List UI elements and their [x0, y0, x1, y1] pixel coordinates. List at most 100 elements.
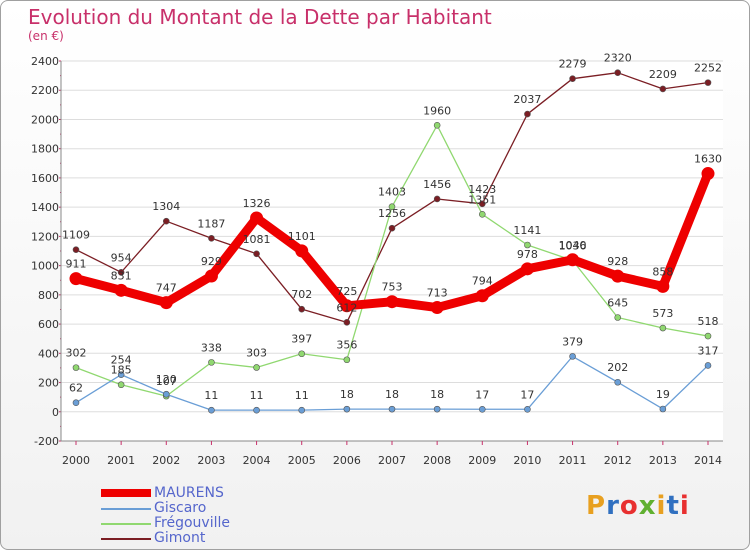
x-tick-label: 2013	[649, 454, 677, 467]
y-tick-label: 1000	[31, 260, 59, 273]
legend-label-fregouville: Frégouville	[154, 515, 230, 531]
data-point	[524, 241, 531, 249]
data-label: 338	[201, 341, 222, 354]
data-label: 2320	[604, 52, 632, 65]
data-label: 747	[156, 282, 177, 295]
data-label: 645	[607, 297, 628, 310]
data-label: 1101	[288, 230, 316, 243]
data-point	[298, 305, 306, 313]
data-point	[388, 405, 396, 413]
legend-swatch-fregouville	[101, 523, 151, 525]
x-tick-label: 2009	[468, 454, 496, 467]
data-label: 713	[427, 287, 448, 300]
data-point	[433, 195, 441, 203]
data-point	[117, 269, 125, 276]
x-tick-label: 2000	[62, 454, 90, 467]
data-label: 317	[698, 344, 719, 357]
data-label: 62	[69, 382, 83, 395]
data-point	[433, 405, 441, 413]
data-label: 612	[336, 301, 357, 314]
data-label: 1456	[423, 178, 451, 191]
data-point	[72, 364, 80, 371]
data-label: 18	[430, 388, 444, 401]
data-label: 1630	[694, 153, 722, 166]
chart-unit: (en €)	[28, 29, 64, 43]
data-label: 573	[652, 307, 673, 320]
logo-letter: r	[606, 491, 620, 521]
data-point	[614, 378, 622, 386]
y-tick-label: 800	[38, 289, 59, 302]
data-label: 18	[340, 388, 354, 401]
data-point	[343, 356, 351, 364]
logo-letter: x	[638, 491, 657, 521]
data-label: 17	[520, 388, 534, 401]
x-tick-label: 2014	[694, 454, 722, 467]
legend-label-maurens: MAURENS	[154, 485, 224, 501]
data-point	[569, 75, 576, 82]
legend-label-gimont: Gimont	[154, 530, 206, 546]
data-label: 1403	[378, 186, 406, 199]
x-tick-label: 2007	[378, 454, 406, 467]
data-point	[159, 296, 173, 310]
data-point	[704, 79, 712, 86]
data-point	[659, 324, 667, 332]
data-point	[566, 253, 580, 267]
data-label: 397	[291, 333, 312, 346]
data-point	[253, 250, 260, 258]
data-label: 518	[698, 315, 719, 328]
plot-area	[61, 61, 723, 441]
logo-letter: t	[666, 491, 680, 521]
proxiti-logo: Proxiti	[586, 491, 690, 521]
data-label: 202	[607, 361, 628, 374]
y-tick-label: 2400	[31, 55, 59, 68]
data-point	[614, 314, 622, 321]
data-label: 11	[295, 389, 309, 402]
data-label: 302	[66, 347, 87, 360]
data-point	[478, 200, 486, 208]
data-point	[478, 405, 486, 413]
data-point	[343, 405, 351, 413]
data-point	[520, 262, 534, 276]
data-point	[430, 301, 444, 315]
data-point	[72, 246, 80, 253]
data-point	[659, 85, 667, 93]
data-label: 11	[204, 389, 218, 402]
logo-letter: o	[619, 491, 639, 521]
data-point	[117, 381, 125, 389]
data-label: 185	[111, 364, 132, 377]
data-label: 18	[385, 388, 399, 401]
y-tick-label: 2200	[31, 84, 59, 97]
data-label: 911	[66, 258, 87, 271]
data-point	[204, 269, 218, 283]
data-label: 1141	[513, 224, 541, 237]
data-label: 1351	[468, 193, 496, 206]
data-label: 379	[562, 335, 583, 348]
x-tick-label: 2003	[197, 454, 225, 467]
data-label: 928	[607, 255, 628, 268]
data-point	[704, 362, 712, 369]
data-label: 2037	[513, 93, 541, 106]
y-tick-label: 2000	[31, 113, 59, 126]
legend-label-giscaro: Giscaro	[154, 500, 207, 516]
data-point	[524, 405, 531, 413]
data-label: 858	[652, 265, 673, 278]
data-label: 2252	[694, 62, 722, 75]
data-label: 2279	[559, 58, 587, 71]
data-label: 978	[517, 248, 538, 261]
data-label: 725	[336, 285, 357, 298]
data-label: 11	[250, 389, 264, 402]
data-point	[298, 406, 306, 414]
y-tick-label: 400	[38, 347, 59, 360]
data-label: 254	[111, 354, 132, 367]
data-point	[253, 406, 260, 414]
data-label: 1326	[243, 197, 271, 210]
data-point	[388, 224, 396, 232]
x-tick-label: 2004	[243, 454, 271, 467]
data-label: 753	[382, 281, 403, 294]
y-tick-label: 0	[52, 406, 59, 419]
data-point	[69, 272, 83, 286]
data-label: 17	[475, 388, 489, 401]
data-point	[388, 203, 396, 211]
